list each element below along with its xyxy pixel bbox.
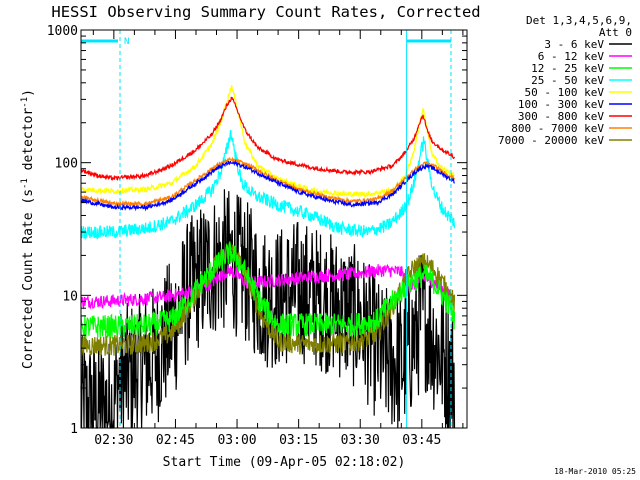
x-axis-label: Start Time (09-Apr-05 02:18:02): [163, 455, 406, 470]
x-tick-label: 03:45: [402, 433, 441, 448]
x-tick-label: 02:30: [94, 433, 133, 448]
legend-entry-label: 800 - 7000 keV: [511, 122, 604, 135]
x-tick-label: 03:30: [341, 433, 380, 448]
legend-entry-label: 50 - 100 keV: [525, 86, 605, 99]
footer-date: 18-Mar-2010 05:25: [554, 467, 636, 476]
series-line-100-300-keV: [80, 159, 455, 212]
y-axis-label: Corrected Count Rate (s-1 detector-1): [20, 89, 36, 369]
legend-entry-label: 3 - 6 keV: [544, 38, 604, 51]
legend-entry-label: 12 - 25 keV: [531, 62, 604, 75]
y-axis-label-part: ): [21, 89, 36, 97]
legend-header: Att 0: [599, 26, 632, 39]
y-axis-label-part: detector: [21, 108, 36, 179]
x-tick-label: 03:15: [279, 433, 318, 448]
legend-entry-label: 6 - 12 keV: [538, 50, 605, 63]
series-line-6-12-keV: [80, 263, 456, 310]
legend-header: Det 1,3,4,5,6,9,: [526, 14, 632, 27]
y-tick-label: 1: [70, 422, 78, 437]
legend-entry-label: 7000 - 20000 keV: [498, 134, 604, 147]
flag-bar-label: N: [124, 37, 129, 47]
x-tick-label: 03:00: [217, 433, 256, 448]
y-tick-label: 1000: [47, 24, 78, 39]
y-tick-label: 100: [55, 157, 78, 172]
legend-entry-label: 25 - 50 keV: [531, 74, 604, 87]
y-tick-label: 10: [62, 289, 78, 304]
series-line-12-25-keV: [80, 240, 456, 339]
plot-area: N: [80, 30, 456, 429]
legend-entry-label: 100 - 300 keV: [518, 98, 604, 111]
series-line-25-50-keV: [80, 129, 456, 241]
plot-frame: [80, 29, 468, 429]
axes: 1 10 100 1000 02:30 02:45 03:00 03:15 03:30 03:45: [47, 24, 467, 448]
legend-entry-label: 300 - 800 keV: [518, 110, 604, 123]
series-line-300-800-keV: [80, 96, 456, 182]
x-tick-label: 02:45: [156, 433, 195, 448]
y-axis-label-superscript: -1: [20, 178, 30, 189]
y-axis-label-part: Corrected Count Rate (s: [21, 189, 36, 369]
y-axis-label-superscript: -1: [20, 97, 30, 108]
chart-title: HESSI Observing Summary Count Rates, Cor…: [51, 3, 480, 21]
series-line-50-100-keV: [80, 84, 455, 199]
